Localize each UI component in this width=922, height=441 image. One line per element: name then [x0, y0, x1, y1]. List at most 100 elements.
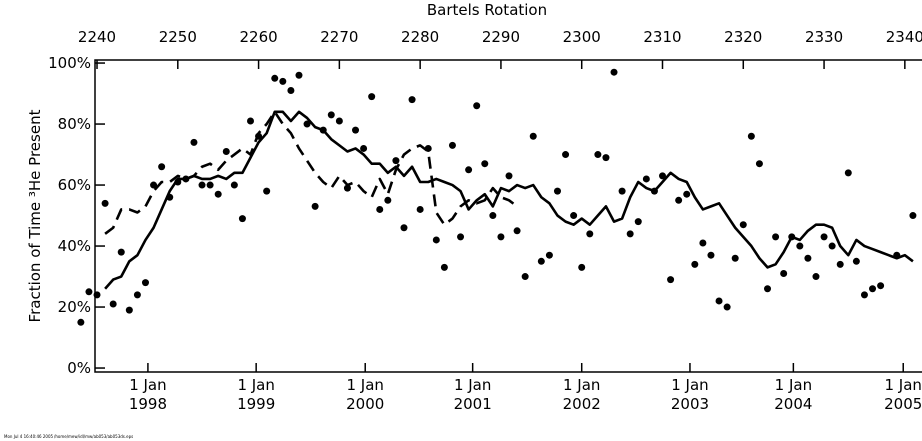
x-tick-label: 2320 [724, 28, 762, 46]
data-point [125, 306, 133, 314]
data-point [158, 163, 166, 171]
data-point [376, 205, 384, 213]
data-point [473, 102, 481, 110]
data-point [586, 230, 594, 238]
data-point [150, 181, 158, 189]
data-point [206, 181, 214, 189]
data-point [780, 269, 788, 277]
data-point [85, 288, 93, 296]
y-tick-label: 40% [58, 237, 91, 255]
data-point [739, 221, 747, 229]
data-point [384, 196, 392, 204]
data-point [77, 318, 85, 326]
y-tick-label: 100% [48, 54, 91, 72]
data-point [141, 279, 149, 287]
data-point [626, 230, 634, 238]
line [104, 110, 914, 290]
x-tick-label: 2310 [643, 28, 681, 46]
data-point [368, 93, 376, 101]
x2-tick-label: 1 Jan [775, 376, 812, 394]
data-point [263, 187, 271, 195]
data-point [764, 285, 772, 293]
data-point [214, 190, 222, 198]
data-point [190, 138, 198, 146]
data-point [715, 297, 723, 305]
x-tick-label: 2240 [78, 28, 116, 46]
data-point [820, 233, 828, 241]
x2-tick-label: 2003 [671, 395, 709, 413]
data-point [877, 282, 885, 290]
data-point [537, 257, 545, 265]
x-tick-label: 2260 [239, 28, 277, 46]
data-point [109, 300, 117, 308]
x2-tick-label: 2004 [774, 395, 812, 413]
data-point [812, 273, 820, 281]
data-point [747, 132, 755, 140]
data-point [489, 212, 497, 220]
data-point [352, 126, 360, 134]
data-point [303, 120, 311, 128]
data-point [521, 273, 529, 281]
data-point [198, 181, 206, 189]
data-point [618, 187, 626, 195]
data-point [448, 141, 456, 149]
x2-tick-label: 1 Jan [885, 376, 922, 394]
x-tick-label: 2340 [886, 28, 922, 46]
data-point [101, 199, 109, 207]
data-point [667, 276, 675, 284]
data-point [836, 260, 844, 268]
data-point [828, 242, 836, 250]
data-point [416, 205, 424, 213]
data-point [553, 187, 561, 195]
x-axis-title: Bartels Rotation [427, 1, 547, 19]
data-point [675, 196, 683, 204]
data-point [691, 260, 699, 268]
x-tick-label: 2300 [563, 28, 601, 46]
data-point [869, 285, 877, 293]
data-point [343, 184, 351, 192]
data-point [723, 303, 731, 311]
data-point [327, 111, 335, 119]
data-point [440, 263, 448, 271]
data-point [311, 202, 319, 210]
x2-tick-label: 2000 [346, 395, 384, 413]
data-point [360, 144, 368, 152]
data-point [602, 154, 610, 162]
data-point [505, 172, 513, 180]
data-point [909, 212, 917, 220]
data-point [844, 169, 852, 177]
data-point [408, 96, 416, 104]
data-point [731, 254, 739, 262]
data-point [222, 147, 230, 155]
data-point [562, 151, 570, 159]
data-point [683, 190, 691, 198]
data-point [707, 251, 715, 259]
data-point [497, 233, 505, 241]
x-tick-label: 2280 [401, 28, 439, 46]
data-point [271, 74, 279, 82]
data-point [392, 157, 400, 165]
x2-tick-label: 1 Jan [346, 376, 383, 394]
data-point [133, 291, 141, 299]
data-point [93, 291, 101, 299]
data-point [279, 77, 287, 85]
x2-tick-label: 1 Jan [563, 376, 600, 394]
data-point [545, 251, 553, 259]
data-point [642, 175, 650, 183]
y-tick-label: 80% [58, 115, 91, 133]
data-point [400, 224, 408, 232]
x2-tick-label: 1 Jan [454, 376, 491, 394]
data-point [432, 236, 440, 244]
data-point [594, 151, 602, 159]
line [104, 110, 518, 235]
data-point [772, 233, 780, 241]
data-point [658, 172, 666, 180]
data-point [513, 227, 521, 235]
data-point [238, 215, 246, 223]
x-tick-label: 2250 [159, 28, 197, 46]
x2-tick-label: 1 Jan [237, 376, 274, 394]
x-tick-label: 2330 [805, 28, 843, 46]
footer-path: /home/mew/idl/mw/ab053/ab053ds.eps [54, 434, 133, 439]
data-point [796, 242, 804, 250]
plot-frame [94, 59, 922, 373]
